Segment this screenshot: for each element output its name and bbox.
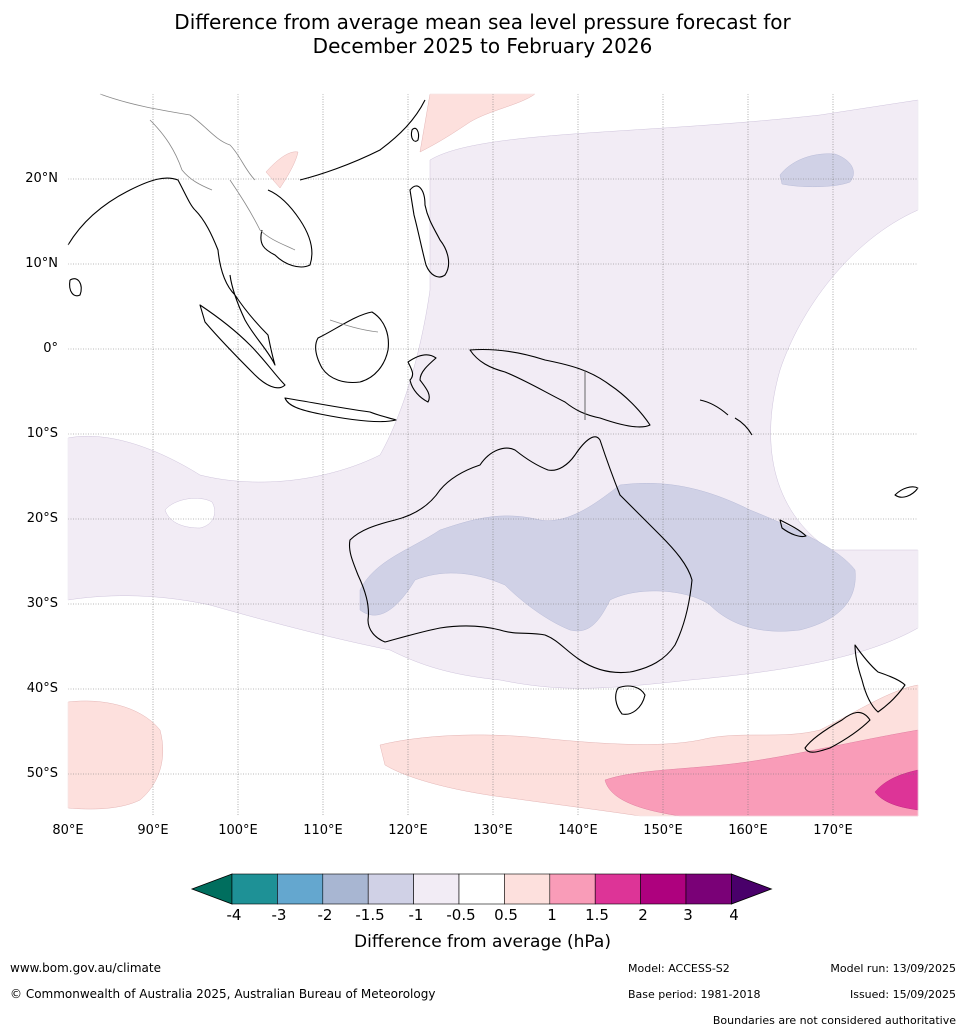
colorbar-tick: 0.5	[494, 906, 518, 924]
colorbar-tick: 3	[683, 906, 693, 924]
colorbar-segment	[504, 873, 551, 905]
colorbar-extend-max	[731, 873, 773, 905]
colorbar-tick: 2	[638, 906, 648, 924]
model-name: Model: ACCESS-S2	[628, 962, 730, 975]
colorbar-extend-min	[190, 873, 233, 905]
coastline-borneo	[315, 311, 389, 384]
colorbar-segment	[231, 873, 278, 905]
anomaly-hole-indian-ocean	[164, 498, 215, 529]
coastline-philippines	[409, 185, 450, 278]
lat-label: 10°N	[25, 256, 58, 271]
anomaly-region-plus05-east-asia	[419, 93, 536, 153]
map-frame	[67, 93, 919, 817]
map-area: 20°N 10°N 0° 10°S 20°S 30°S 40°S 50°S 80…	[0, 80, 965, 860]
anomaly-region-minus1-north-pacific	[779, 153, 854, 188]
colorbar-segment	[594, 873, 641, 905]
colorbar-tick: 1	[547, 906, 557, 924]
anomaly-region-plus05-southwest	[67, 700, 163, 810]
colorbar-segment	[640, 873, 687, 905]
lat-label: 30°S	[26, 596, 58, 611]
coastline-india	[67, 177, 196, 246]
colorbar-label: Difference from average (hPa)	[354, 932, 611, 952]
lon-label: 150°E	[643, 823, 683, 838]
coastline-australia	[348, 436, 693, 674]
lon-label: 140°E	[558, 823, 598, 838]
lat-label: 20°S	[26, 511, 58, 526]
coastline-mainland-se-asia	[194, 99, 426, 366]
colorbar-tick: -1.5	[355, 906, 385, 924]
lon-label: 100°E	[218, 823, 258, 838]
coastline-new-guinea	[469, 348, 651, 428]
lon-label: 110°E	[303, 823, 343, 838]
boundary-disclaimer: Boundaries are not considered authoritat…	[712, 1014, 956, 1027]
colorbar-segment	[549, 873, 596, 905]
colorbar-tick: -2	[317, 906, 333, 924]
issued-date: Issued: 15/09/2025	[849, 988, 956, 1001]
coastline-sumatra	[199, 304, 286, 389]
colorbar-tick: -4	[226, 906, 242, 924]
lon-label: 160°E	[728, 823, 768, 838]
colorbar-segment	[322, 873, 369, 905]
colorbar-segment	[685, 873, 732, 905]
coastline-taiwan	[410, 127, 420, 142]
colorbar-tick: -3	[271, 906, 287, 924]
coastlines	[67, 99, 919, 753]
colorbar-segment	[277, 873, 324, 905]
colorbar-segment	[458, 873, 505, 905]
coastline-solomon-islands	[699, 399, 753, 436]
map-title: Difference from average mean sea level p…	[0, 10, 965, 58]
lat-label: 20°N	[25, 171, 58, 186]
pressure-anomaly-map	[67, 93, 919, 817]
anomaly-region-plus1	[604, 729, 919, 817]
gridlines	[68, 94, 918, 816]
coastline-new-caledonia	[779, 519, 807, 538]
lon-label: 120°E	[388, 823, 428, 838]
lon-label: 90°E	[137, 823, 169, 838]
lat-label: 0°	[43, 341, 58, 356]
anomaly-region-minus1-australia	[359, 483, 856, 632]
lat-label: 40°S	[26, 681, 58, 696]
coastline-java	[284, 397, 397, 423]
title-line-1: Difference from average mean sea level p…	[174, 10, 791, 34]
colorbar-tick: -1	[408, 906, 424, 924]
website-link[interactable]: www.bom.gov.au/climate	[10, 961, 161, 975]
colorbar	[190, 873, 773, 905]
country-boundaries	[99, 93, 379, 333]
lat-label: 10°S	[26, 426, 58, 441]
colorbar-segment	[367, 873, 414, 905]
colorbar-segment	[413, 873, 460, 905]
colorbar-tick: -0.5	[446, 906, 476, 924]
title-line-2: December 2025 to February 2026	[312, 34, 653, 58]
coastline-sri-lanka	[69, 278, 82, 297]
coastline-tasmania	[615, 685, 646, 715]
lon-label: 80°E	[52, 823, 84, 838]
copyright-text: © Commonwealth of Australia 2025, Austra…	[10, 987, 436, 1001]
colorbar-tick: 1.5	[585, 906, 609, 924]
model-run-date: Model run: 13/09/2025	[830, 962, 956, 975]
coastline-new-zealand-north	[854, 644, 906, 713]
coastline-sulawesi	[407, 354, 437, 403]
base-period: Base period: 1981-2018	[628, 988, 761, 1001]
lon-label: 170°E	[813, 823, 853, 838]
lat-label: 50°S	[26, 766, 58, 781]
coastline-new-zealand-south	[804, 711, 871, 753]
colorbar-tick: 4	[729, 906, 739, 924]
lon-label: 130°E	[473, 823, 513, 838]
